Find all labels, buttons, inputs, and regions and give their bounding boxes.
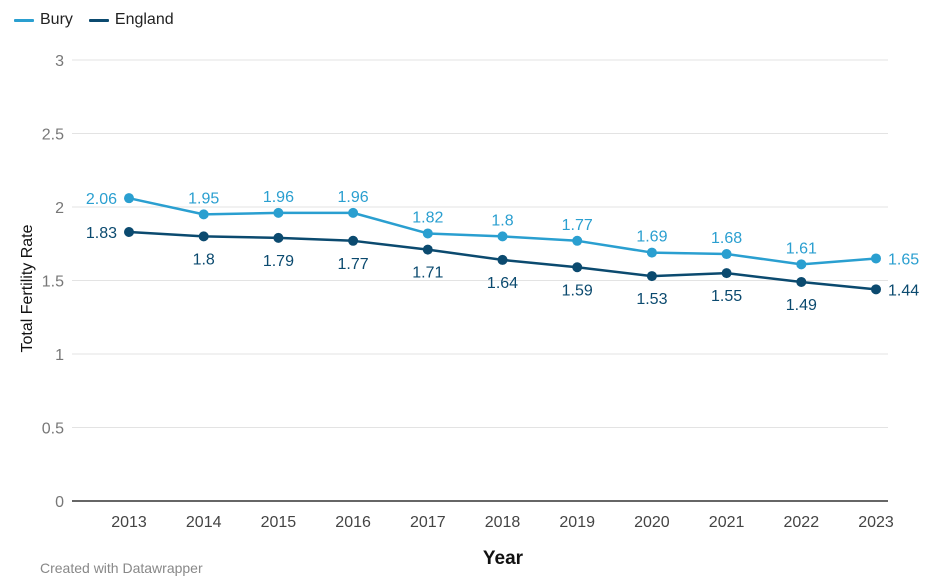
- data-label: 1.77: [562, 217, 593, 234]
- data-point: [198, 231, 209, 242]
- x-tick-label: 2017: [410, 514, 446, 531]
- data-label: 1.59: [562, 282, 593, 299]
- data-label: 1.49: [786, 297, 817, 314]
- data-point: [348, 207, 359, 218]
- x-tick-label: 2015: [261, 514, 297, 531]
- y-tick-label: 1: [55, 347, 64, 364]
- data-label: 1.69: [636, 229, 667, 246]
- y-tick-label: 1.5: [42, 274, 64, 291]
- x-tick-label: 2013: [111, 514, 147, 531]
- data-point: [497, 231, 508, 242]
- legend-swatch-bury: [14, 18, 34, 22]
- data-label: 1.8: [491, 212, 513, 229]
- legend-label-bury: Bury: [40, 11, 73, 28]
- data-label: 1.77: [338, 256, 369, 273]
- data-point: [572, 235, 583, 246]
- series-line: [128, 196, 877, 266]
- data-label: 1.79: [263, 253, 294, 270]
- data-point: [646, 271, 657, 282]
- data-label: 1.95: [188, 190, 219, 207]
- x-tick-label: 2019: [559, 514, 595, 531]
- legend-label-england: England: [114, 11, 174, 28]
- data-label: 1.61: [786, 240, 817, 257]
- y-axis-ticks: 0 0.5 1 1.5 2 2.5 3: [42, 53, 64, 511]
- grid: [72, 59, 888, 428]
- x-tick-label: 2016: [335, 514, 371, 531]
- data-label: 1.82: [412, 209, 443, 226]
- data-point: [348, 235, 359, 246]
- data-label: 1.96: [338, 189, 369, 206]
- data-point: [198, 209, 209, 220]
- y-tick-label: 2.5: [42, 127, 64, 144]
- y-axis-label: Total Fertility Rate: [19, 224, 36, 352]
- x-tick-label: 2023: [858, 514, 894, 531]
- data-label: 1.53: [636, 291, 667, 308]
- data-label: 2.06: [86, 191, 117, 208]
- x-axis-label: Year: [483, 548, 524, 569]
- legend-swatch-england: [88, 18, 109, 22]
- credit-text: Created with Datawrapper: [40, 560, 203, 576]
- data-point: [796, 259, 807, 270]
- series-england: 1.83 1.8 1.79 1.77 1.71 1.64 1.59 1.53 1.55 1.49 1…: [86, 225, 919, 314]
- series-bury: 2.06 1.95 1.96 1.96 1.82 1.8 1.77 1.69 1.68 1.61 1…: [86, 189, 919, 270]
- data-point: [646, 247, 657, 258]
- x-tick-label: 2020: [634, 514, 670, 531]
- data-point: [124, 226, 134, 237]
- data-label: 1.64: [487, 275, 518, 292]
- x-tick-label: 2014: [186, 514, 222, 531]
- data-point: [422, 228, 433, 239]
- y-tick-label: 2: [55, 200, 64, 217]
- legend-item-england[interactable]: England: [88, 11, 174, 29]
- data-label: 1.96: [263, 189, 294, 206]
- data-point: [796, 276, 807, 287]
- y-tick-label: 0: [55, 494, 64, 511]
- data-point: [124, 193, 134, 204]
- x-tick-label: 2022: [784, 514, 820, 531]
- series-group: 2.06 1.95 1.96 1.961.82 1.8 1.771.69 1.681.611…: [86, 189, 919, 314]
- x-axis-ticks: 2013 2014 2015 2016 2017 2018 2019 2020 2021 2022…: [111, 514, 894, 531]
- legend-item-bury[interactable]: Bury: [14, 11, 73, 29]
- x-tick-label: 2021: [709, 514, 745, 531]
- data-label: 1.68: [711, 230, 742, 247]
- data-point: [871, 253, 881, 264]
- data-label: 1.83: [86, 225, 117, 242]
- y-tick-label: 0.5: [42, 421, 64, 438]
- data-label: 1.44: [888, 282, 919, 299]
- y-tick-label: 3: [55, 53, 64, 70]
- data-point: [422, 244, 433, 255]
- x-tick-label: 2018: [485, 514, 521, 531]
- data-point: [497, 254, 508, 265]
- data-label: 1.55: [711, 288, 742, 305]
- data-point: [721, 249, 732, 260]
- data-point: [871, 284, 881, 295]
- data-point: [273, 207, 284, 218]
- data-label: 1.71: [412, 265, 443, 282]
- data-label: 1.65: [888, 251, 919, 268]
- data-label: 1.8: [193, 251, 215, 268]
- data-point: [273, 232, 284, 243]
- data-point: [572, 262, 583, 273]
- legend: Bury England: [14, 8, 174, 32]
- data-point: [721, 268, 732, 279]
